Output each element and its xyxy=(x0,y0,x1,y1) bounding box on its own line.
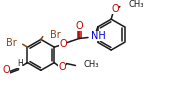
Text: O: O xyxy=(2,65,10,75)
Text: O: O xyxy=(75,21,83,31)
Text: O: O xyxy=(111,4,119,14)
Text: CH₃: CH₃ xyxy=(129,0,144,9)
Text: H: H xyxy=(17,59,23,68)
Text: Br: Br xyxy=(6,38,17,48)
Text: Br: Br xyxy=(50,30,60,40)
Text: O: O xyxy=(58,62,66,72)
Text: O: O xyxy=(59,39,67,49)
Text: NH: NH xyxy=(91,31,106,41)
Text: CH₃: CH₃ xyxy=(83,60,99,69)
